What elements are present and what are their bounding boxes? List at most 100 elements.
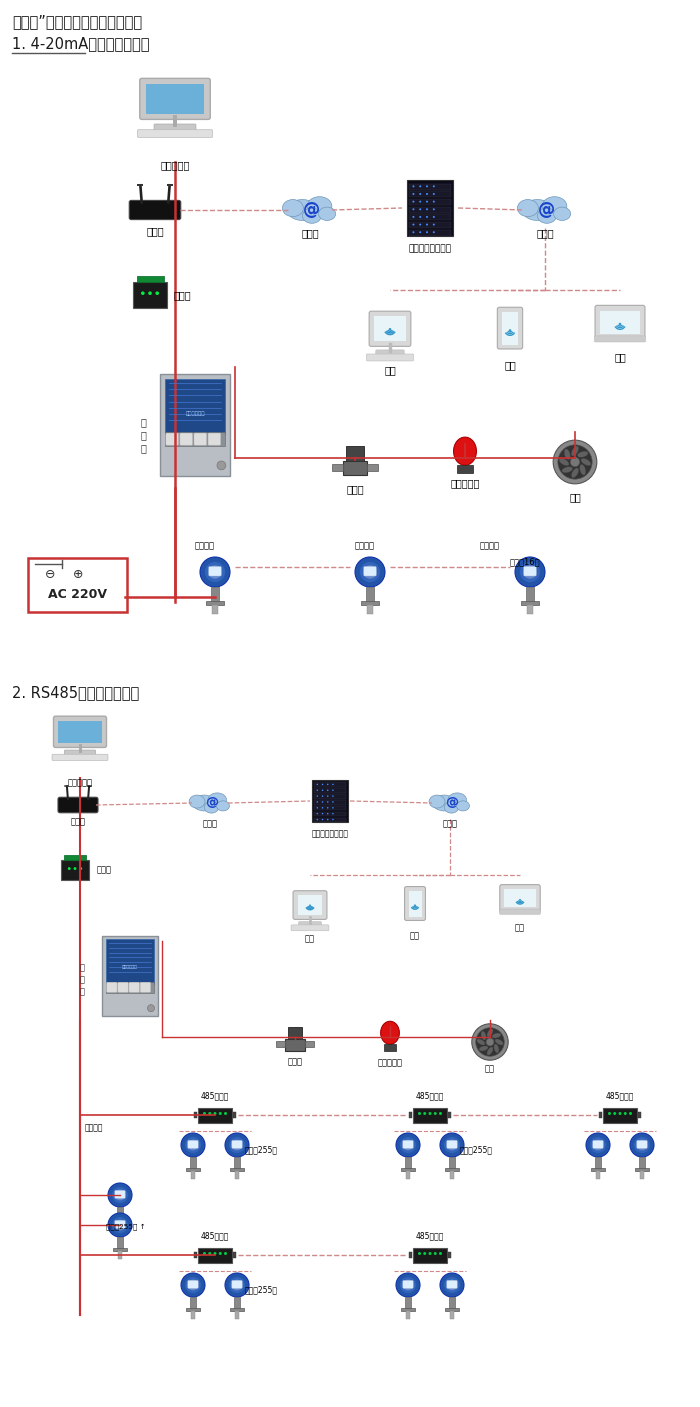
Circle shape bbox=[218, 1112, 222, 1114]
FancyBboxPatch shape bbox=[500, 885, 540, 912]
Circle shape bbox=[214, 1112, 216, 1114]
FancyBboxPatch shape bbox=[129, 982, 139, 992]
Circle shape bbox=[322, 789, 323, 791]
FancyBboxPatch shape bbox=[198, 1248, 232, 1262]
FancyBboxPatch shape bbox=[346, 446, 364, 461]
FancyBboxPatch shape bbox=[596, 1172, 601, 1179]
FancyBboxPatch shape bbox=[405, 1157, 411, 1171]
FancyBboxPatch shape bbox=[410, 214, 451, 221]
Ellipse shape bbox=[494, 1044, 499, 1052]
FancyBboxPatch shape bbox=[117, 1237, 123, 1251]
Ellipse shape bbox=[477, 1038, 485, 1045]
Circle shape bbox=[148, 291, 152, 295]
Circle shape bbox=[74, 867, 76, 870]
FancyBboxPatch shape bbox=[106, 982, 154, 993]
FancyBboxPatch shape bbox=[293, 891, 327, 919]
Ellipse shape bbox=[487, 1047, 493, 1055]
Ellipse shape bbox=[571, 469, 579, 478]
FancyBboxPatch shape bbox=[106, 982, 117, 992]
Circle shape bbox=[209, 1112, 211, 1114]
Circle shape bbox=[619, 1112, 622, 1114]
Text: 转换器: 转换器 bbox=[174, 290, 192, 300]
Circle shape bbox=[79, 867, 82, 870]
Circle shape bbox=[426, 201, 428, 203]
Circle shape bbox=[412, 208, 414, 210]
FancyBboxPatch shape bbox=[211, 587, 218, 604]
Circle shape bbox=[486, 1038, 494, 1045]
Circle shape bbox=[389, 328, 391, 331]
Circle shape bbox=[232, 1140, 242, 1151]
Circle shape bbox=[433, 215, 435, 218]
Circle shape bbox=[424, 1252, 426, 1255]
Text: 485中继器: 485中继器 bbox=[201, 1090, 229, 1100]
FancyBboxPatch shape bbox=[497, 307, 523, 349]
FancyBboxPatch shape bbox=[314, 812, 346, 816]
FancyBboxPatch shape bbox=[447, 1252, 451, 1258]
FancyBboxPatch shape bbox=[209, 567, 221, 575]
Text: 安帕尔网络服务器: 安帕尔网络服务器 bbox=[312, 829, 349, 839]
Circle shape bbox=[402, 1279, 414, 1290]
FancyBboxPatch shape bbox=[52, 754, 108, 760]
FancyBboxPatch shape bbox=[410, 1112, 412, 1119]
Circle shape bbox=[322, 819, 323, 820]
Text: 2. RS485信号连接系统图: 2. RS485信号连接系统图 bbox=[12, 685, 139, 701]
Text: 信号输比: 信号输比 bbox=[355, 542, 375, 550]
Text: 互联网: 互联网 bbox=[301, 228, 318, 238]
Circle shape bbox=[428, 1252, 431, 1255]
Text: 报警控制主机: 报警控制主机 bbox=[122, 965, 138, 968]
FancyBboxPatch shape bbox=[314, 782, 346, 787]
FancyBboxPatch shape bbox=[593, 1141, 603, 1148]
Ellipse shape bbox=[287, 200, 318, 221]
FancyBboxPatch shape bbox=[444, 1168, 459, 1172]
FancyBboxPatch shape bbox=[130, 200, 181, 219]
Text: ⊕: ⊕ bbox=[73, 567, 83, 581]
FancyBboxPatch shape bbox=[314, 817, 346, 822]
Text: @: @ bbox=[538, 201, 556, 219]
FancyBboxPatch shape bbox=[603, 1107, 637, 1123]
Circle shape bbox=[115, 1220, 125, 1230]
FancyBboxPatch shape bbox=[314, 801, 346, 805]
Circle shape bbox=[634, 1137, 650, 1154]
Circle shape bbox=[418, 1112, 421, 1114]
Ellipse shape bbox=[302, 208, 321, 224]
Ellipse shape bbox=[522, 200, 552, 221]
FancyBboxPatch shape bbox=[401, 1168, 415, 1172]
FancyBboxPatch shape bbox=[195, 1252, 197, 1258]
Ellipse shape bbox=[282, 200, 303, 217]
FancyBboxPatch shape bbox=[402, 1280, 413, 1289]
Circle shape bbox=[400, 1137, 416, 1154]
Circle shape bbox=[589, 1137, 606, 1154]
Ellipse shape bbox=[538, 208, 556, 224]
FancyBboxPatch shape bbox=[635, 1168, 649, 1172]
Circle shape bbox=[412, 186, 414, 187]
Ellipse shape bbox=[216, 801, 230, 810]
Circle shape bbox=[316, 784, 318, 785]
Circle shape bbox=[613, 1112, 616, 1114]
FancyBboxPatch shape bbox=[64, 750, 96, 756]
Circle shape bbox=[322, 784, 323, 785]
FancyBboxPatch shape bbox=[457, 466, 473, 473]
Circle shape bbox=[433, 193, 435, 196]
Ellipse shape bbox=[492, 1033, 501, 1038]
FancyBboxPatch shape bbox=[115, 1190, 125, 1199]
Ellipse shape bbox=[517, 200, 538, 217]
FancyBboxPatch shape bbox=[595, 1157, 601, 1171]
FancyBboxPatch shape bbox=[599, 1112, 603, 1119]
Text: 手机: 手机 bbox=[410, 931, 420, 940]
FancyBboxPatch shape bbox=[312, 779, 348, 822]
FancyBboxPatch shape bbox=[188, 1280, 198, 1289]
FancyBboxPatch shape bbox=[332, 463, 343, 470]
Text: 485中继器: 485中继器 bbox=[416, 1231, 444, 1240]
FancyBboxPatch shape bbox=[410, 1252, 412, 1258]
Circle shape bbox=[558, 445, 592, 480]
FancyBboxPatch shape bbox=[374, 317, 405, 340]
Circle shape bbox=[188, 1140, 198, 1151]
FancyBboxPatch shape bbox=[58, 720, 102, 743]
FancyBboxPatch shape bbox=[230, 1307, 244, 1311]
FancyBboxPatch shape bbox=[232, 1280, 242, 1289]
Text: 1. 4-20mA信号连接系统图: 1. 4-20mA信号连接系统图 bbox=[12, 37, 150, 51]
FancyBboxPatch shape bbox=[186, 1168, 200, 1172]
FancyBboxPatch shape bbox=[190, 1172, 195, 1179]
Circle shape bbox=[426, 186, 428, 187]
FancyBboxPatch shape bbox=[206, 601, 224, 605]
